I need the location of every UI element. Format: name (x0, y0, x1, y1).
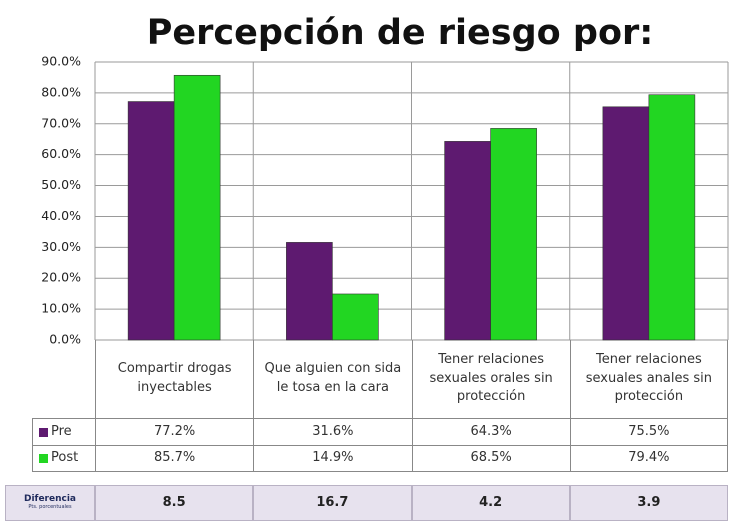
y-tick-label: 10.0% (41, 301, 81, 316)
legend-entry: Post (32, 445, 95, 472)
legend-entry: Pre (32, 418, 95, 445)
category-label: Que alguien con sida le tosa en la cara (253, 340, 411, 418)
value-label: 31.6% (253, 418, 412, 445)
category-label: Tener relaciones sexuales orales sin pro… (411, 340, 570, 418)
bar (173, 74, 221, 341)
y-tick-label: 0.0% (49, 332, 81, 347)
difference-value: 3.9 (569, 485, 728, 521)
difference-sublabel: Pts. porcentuales (28, 504, 72, 511)
value-label: 85.7% (95, 445, 254, 472)
y-tick-label: 40.0% (41, 208, 81, 223)
value-label: 64.3% (411, 418, 570, 445)
y-tick-label: 60.0% (41, 146, 81, 161)
difference-header: Diferencia Pts. porcentuales (5, 485, 95, 521)
value-label: 68.5% (411, 445, 570, 472)
bar (286, 242, 333, 341)
y-tick-label: 30.0% (41, 239, 81, 254)
legend-label: Pre (51, 423, 72, 439)
y-tick-label: 20.0% (41, 270, 81, 285)
legend-swatch (39, 427, 48, 437)
difference-value: 8.5 (95, 485, 254, 521)
bar (444, 141, 491, 341)
bar (127, 101, 175, 341)
y-tick-label: 90.0% (41, 54, 81, 69)
bar (332, 293, 379, 341)
chart-title: Percepción de riesgo por: (147, 13, 654, 53)
category-label: Compartir drogas inyectables (95, 340, 253, 418)
y-tick-label: 80.0% (41, 84, 81, 99)
value-label: 75.5% (569, 418, 728, 445)
difference-value: 4.2 (411, 485, 570, 521)
value-label: 77.2% (95, 418, 254, 445)
bar (602, 106, 650, 341)
value-label: 79.4% (569, 445, 728, 472)
difference-value: 16.7 (253, 485, 412, 521)
bar (648, 94, 696, 341)
legend-label: Post (51, 450, 79, 466)
category-label: Tener relaciones sexuales anales sin pro… (569, 340, 728, 418)
legend-swatch (39, 454, 48, 463)
difference-label: Diferencia (23, 494, 77, 505)
y-tick-label: 50.0% (41, 177, 81, 192)
y-tick-label: 70.0% (41, 115, 81, 130)
bar (490, 128, 537, 341)
value-label: 14.9% (253, 445, 412, 472)
